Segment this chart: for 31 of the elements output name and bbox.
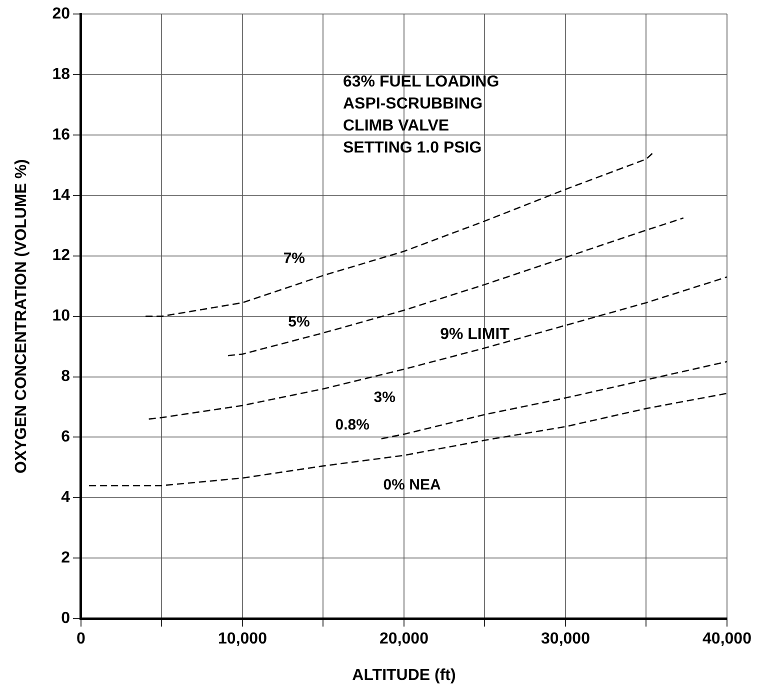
y-tick-label: 20	[52, 5, 70, 22]
line-series	[227, 217, 684, 356]
y-tick-label: 8	[61, 368, 70, 386]
y-tick-label: 0	[61, 610, 70, 628]
series-label: 5%	[288, 313, 310, 330]
line-series	[144, 152, 654, 317]
series-label: 3%	[374, 389, 396, 406]
y-tick-label: 16	[52, 126, 70, 144]
line-series	[148, 276, 727, 420]
y-tick-label: 6	[61, 428, 70, 446]
series-label: 7%	[283, 250, 306, 268]
x-tick-label: 0	[76, 630, 86, 648]
y-tick-label: 4	[61, 489, 70, 506]
y-axis-title: OXYGEN CONCENTRATION (VOLUME %)	[13, 159, 30, 474]
y-tick-label: 18	[52, 66, 70, 83]
y-tick-label: 10	[52, 308, 70, 325]
annotation: CLIMB VALVE	[342, 117, 450, 134]
x-axis-title: ALTITUDE (ft)	[352, 666, 456, 684]
series-label: 0.8%	[335, 416, 370, 434]
x-tick-label: 40,000	[702, 630, 752, 648]
annotation: 63% FUEL LOADING	[342, 73, 500, 90]
y-tick-label: 12	[52, 247, 70, 264]
x-tick-label: 30,000	[541, 630, 590, 648]
annotation: 9% LIMIT	[440, 326, 510, 343]
annotation: ASPI-SCRUBBING	[342, 95, 483, 112]
x-tick-label: 10,000	[218, 630, 268, 648]
y-tick-label: 14	[52, 186, 70, 204]
y-tick-label: 2	[61, 550, 70, 567]
series-label: 0% NEA	[383, 476, 441, 494]
annotation: SETTING 1.0 PSIG	[342, 139, 482, 156]
x-tick-label: 20,000	[380, 630, 429, 648]
